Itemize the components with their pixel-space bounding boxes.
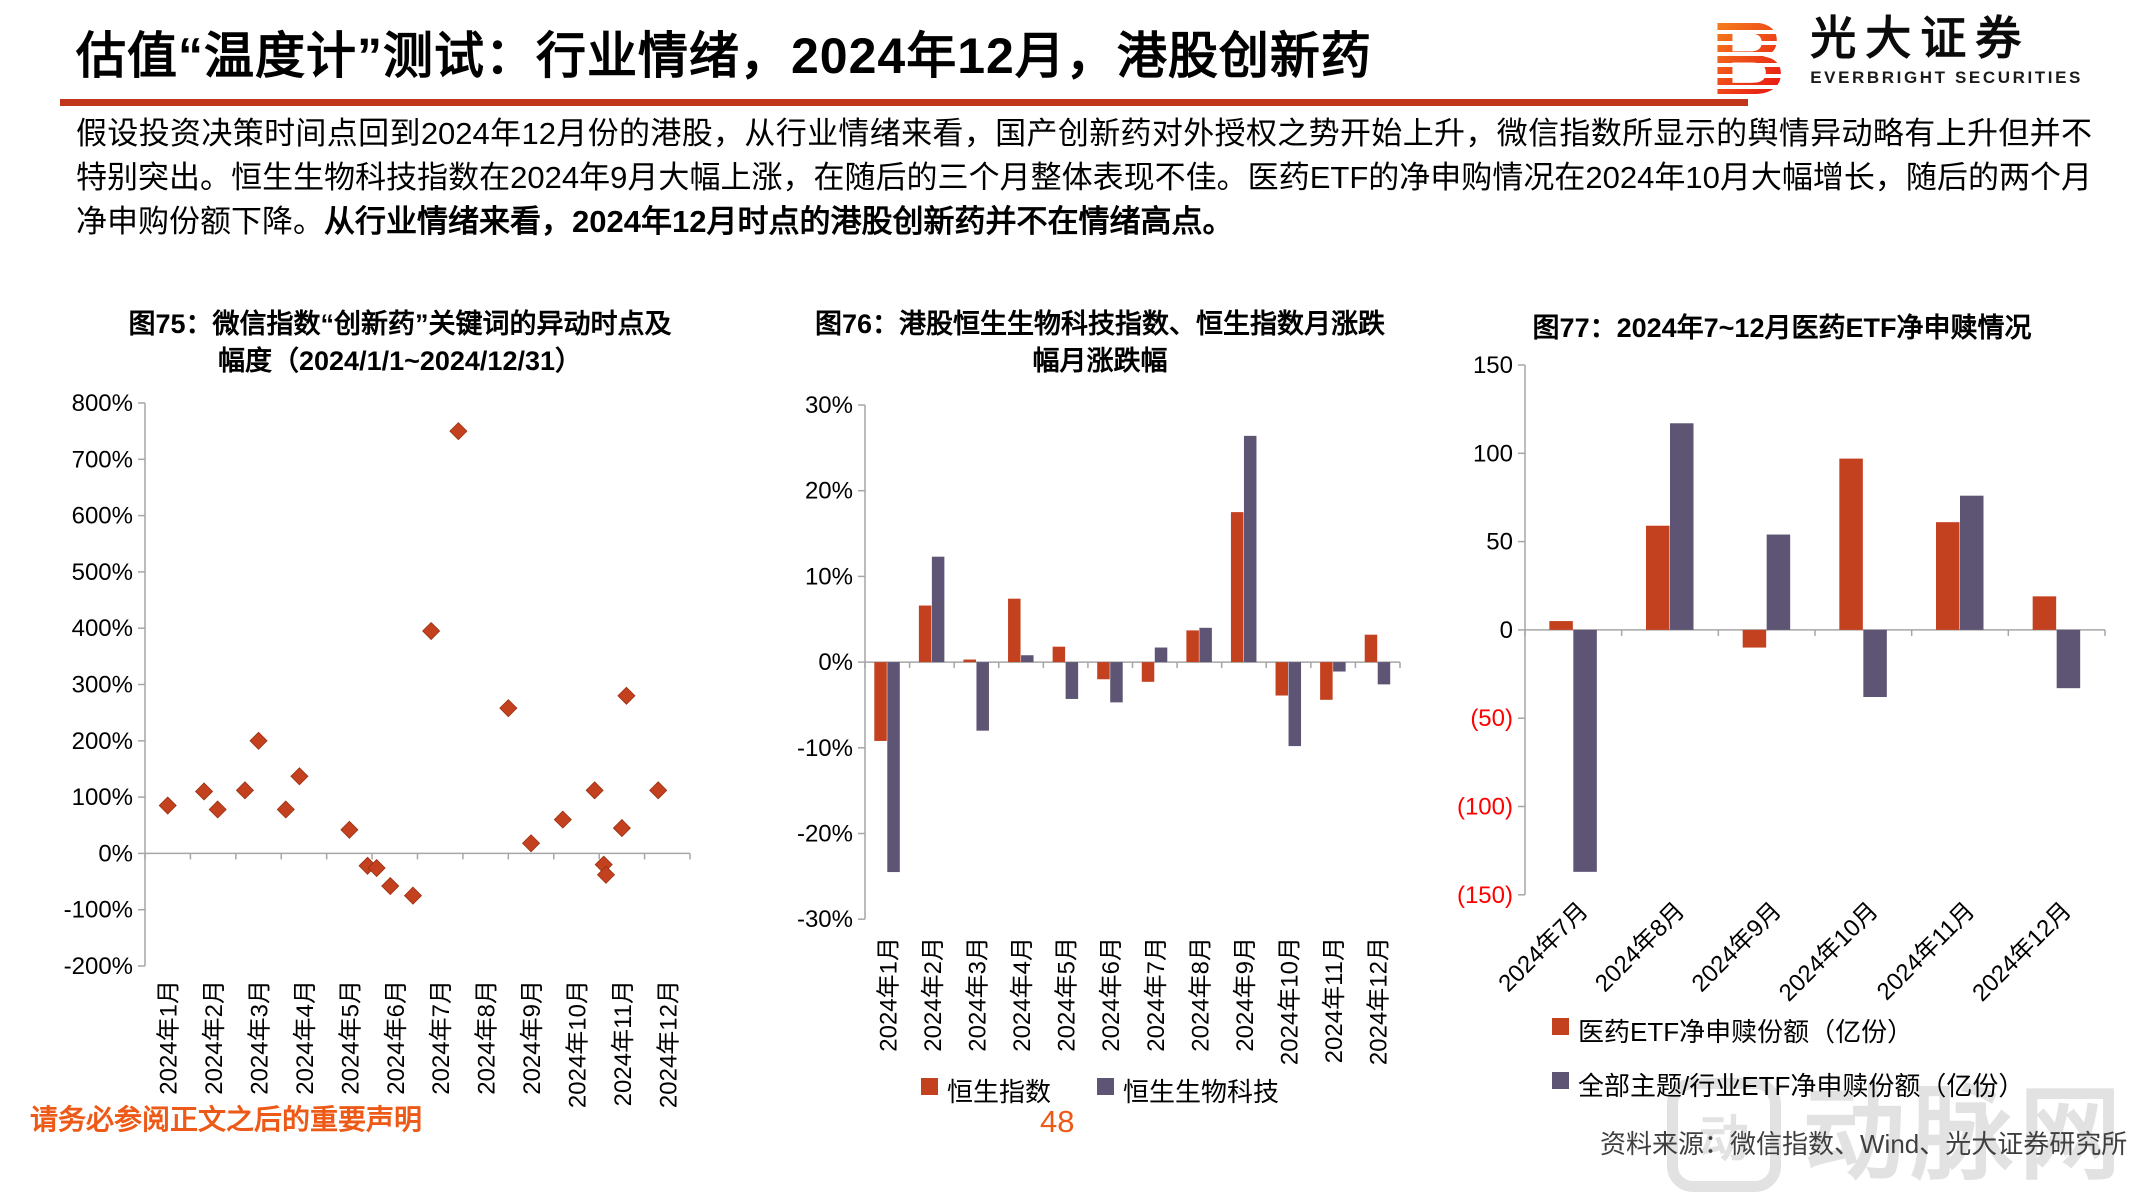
source-line: 资料来源：微信指数、Wind、光大证券研究所 — [1600, 1129, 2128, 1159]
svg-text:0%: 0% — [98, 840, 133, 867]
svg-text:2024年6月: 2024年6月 — [383, 980, 410, 1095]
svg-text:2024年9月: 2024年9月 — [1687, 897, 1787, 997]
svg-text:-30%: -30% — [797, 906, 853, 933]
header-divider — [60, 99, 1748, 106]
svg-text:2024年10月: 2024年10月 — [1774, 897, 1884, 1007]
figure-75-title: 图75：微信指数“创新药”关键词的异动时点及幅度（2024/1/1~2024/1… — [128, 309, 672, 376]
svg-text:200%: 200% — [72, 728, 133, 755]
svg-text:2024年12月: 2024年12月 — [1967, 897, 2077, 1007]
pharma-etf-swatch-icon — [1552, 1018, 1569, 1035]
svg-text:(50): (50) — [1470, 705, 1513, 732]
svg-text:2024年2月: 2024年2月 — [920, 937, 947, 1052]
footer-disclaimer: 请务必参阅正文之后的重要声明 — [30, 1104, 423, 1135]
svg-text:2024年5月: 2024年5月 — [337, 980, 364, 1095]
figure-76-hsi-biotech-bars: 图76：港股恒生生物科技指数、恒生指数月涨跌幅月涨跌幅 30% 20% 10% 0% -… — [790, 300, 1410, 1140]
svg-text:2024年7月: 2024年7月 — [428, 980, 455, 1095]
summary-text-bold: 从行业情绪来看，2024年12月时点的港股创新药并不在情绪高点。 — [324, 204, 1234, 239]
figure-76-title: 图76：港股恒生生物科技指数、恒生指数月涨跌幅月涨跌幅 — [814, 309, 1386, 376]
svg-text:50: 50 — [1486, 529, 1513, 556]
svg-text:20%: 20% — [805, 478, 853, 505]
svg-text:30%: 30% — [805, 392, 853, 419]
svg-text:500%: 500% — [72, 559, 133, 586]
summary-text: 假设投资决策时间点回到2024年12月份的港股，从行业情绪来看，国产创新药对外授… — [76, 116, 2092, 239]
figure-77-chart: 150100500(50)(100)(150)2024年7月2024年8月202… — [1457, 352, 2106, 1007]
legend-item-biotech: 恒生生物科技 — [1097, 1072, 1279, 1109]
svg-text:150: 150 — [1473, 352, 1513, 379]
svg-text:2024年11月: 2024年11月 — [610, 980, 637, 1106]
svg-text:2024年8月: 2024年8月 — [474, 980, 501, 1095]
svg-text:2024年6月: 2024年6月 — [1098, 937, 1125, 1052]
svg-text:2024年2月: 2024年2月 — [201, 980, 228, 1095]
svg-text:0: 0 — [1500, 617, 1513, 644]
svg-text:10%: 10% — [805, 563, 853, 590]
watermark-logo-icon: 动 — [1667, 1078, 1781, 1192]
watermark-text: 动脉网 — [1803, 1078, 2127, 1192]
svg-text:-20%: -20% — [797, 821, 853, 848]
legend-label: 医药ETF净申赎份额（亿份） — [1578, 1017, 1914, 1047]
svg-text:2024年9月: 2024年9月 — [1232, 937, 1259, 1052]
figure-75-wechat-index-scatter: 图75：微信指数“创新药”关键词的异动时点及幅度（2024/1/1~2024/1… — [60, 300, 740, 1140]
svg-text:400%: 400% — [72, 615, 133, 642]
figure-77-legend: 医药ETF净申赎份额（亿份） 全部主题/行业ETF净申赎份额（亿份） — [1552, 1012, 2024, 1103]
svg-text:(150): (150) — [1457, 882, 1513, 909]
legend-label: 恒生指数 — [946, 1077, 1051, 1107]
svg-text:0%: 0% — [818, 649, 853, 676]
svg-text:2024年9月: 2024年9月 — [519, 980, 546, 1095]
svg-text:100: 100 — [1473, 440, 1513, 467]
svg-text:2024年10月: 2024年10月 — [1277, 937, 1304, 1065]
svg-text:2024年11月: 2024年11月 — [1321, 937, 1348, 1063]
svg-text:800%: 800% — [72, 392, 133, 417]
legend-item-pharma-etf: 医药ETF净申赎份额（亿份） — [1552, 1012, 2024, 1049]
svg-text:2024年8月: 2024年8月 — [1187, 937, 1214, 1052]
legend-item-hsi: 恒生指数 — [920, 1072, 1051, 1109]
all-etf-swatch-icon — [1552, 1072, 1569, 1089]
svg-text:2024年1月: 2024年1月 — [875, 937, 902, 1052]
legend-label: 全部主题/行业ETF净申赎份额（亿份） — [1578, 1071, 2025, 1101]
figure-75-chart: 800% 700% 600% 500% 400% 300% 200% 100% 0% -100% -… — [64, 392, 691, 1108]
page-title: 估值“温度计”测试：行业情绪，2024年12月，港股创新药 — [76, 28, 1372, 84]
legend-item-all-etf: 全部主题/行业ETF净申赎份额（亿份） — [1552, 1066, 2024, 1103]
logo-zh: 光大证券 — [1810, 12, 2031, 64]
svg-text:2024年12月: 2024年12月 — [655, 980, 682, 1108]
everbright-b-icon: B — [1702, 12, 1795, 104]
svg-text:2024年3月: 2024年3月 — [247, 980, 274, 1095]
svg-text:600%: 600% — [72, 503, 133, 530]
svg-text:-10%: -10% — [797, 735, 853, 762]
svg-text:700%: 700% — [72, 446, 133, 473]
watermark: 动 动脉网 — [1667, 1078, 2127, 1192]
logo-en: EVERBRIGHT SECURITIES — [1810, 67, 2083, 87]
svg-text:2024年8月: 2024年8月 — [1590, 897, 1690, 997]
biotech-swatch-icon — [1097, 1078, 1114, 1095]
summary-paragraph: 假设投资决策时间点回到2024年12月份的港股，从行业情绪来看，国产创新药对外授… — [76, 112, 2092, 244]
everbright-logo: B 光大证券 EVERBRIGHT SECURITIES — [1702, 12, 2083, 104]
svg-text:2024年10月: 2024年10月 — [564, 980, 591, 1108]
legend-label: 恒生生物科技 — [1123, 1077, 1280, 1107]
svg-text:2024年1月: 2024年1月 — [156, 980, 183, 1095]
figure-77-title: 图77：2024年7~12月医药ETF净申赎情况 — [1532, 313, 2032, 343]
svg-text:2024年7月: 2024年7月 — [1143, 937, 1170, 1052]
figure-76-legend: 恒生指数 恒生生物科技 — [790, 1072, 1410, 1109]
svg-text:100%: 100% — [72, 784, 133, 811]
svg-text:-200%: -200% — [64, 953, 133, 980]
everbright-logo-text: 光大证券 EVERBRIGHT SECURITIES — [1810, 12, 2083, 88]
page-number: 48 — [1040, 1104, 1075, 1139]
svg-text:2024年4月: 2024年4月 — [1009, 937, 1036, 1052]
svg-text:2024年4月: 2024年4月 — [292, 980, 319, 1095]
svg-text:300%: 300% — [72, 672, 133, 699]
svg-text:2024年3月: 2024年3月 — [964, 937, 991, 1052]
svg-text:(100): (100) — [1457, 794, 1513, 821]
svg-text:2024年7月: 2024年7月 — [1493, 897, 1593, 997]
hsi-swatch-icon — [920, 1078, 938, 1095]
svg-text:-100%: -100% — [64, 897, 133, 924]
figure-77-etf-flows-bars: 图77：2024年7~12月医药ETF净申赎情况 150 100 50 0 (50) (1… — [1448, 300, 2116, 1140]
svg-text:2024年12月: 2024年12月 — [1366, 937, 1393, 1065]
svg-text:2024年11月: 2024年11月 — [1872, 897, 1980, 1005]
svg-text:2024年5月: 2024年5月 — [1054, 937, 1081, 1052]
figure-76-chart: 30% 20% 10% 0% -10% -20% -30% 2024年1月 2024年2月 202… — [797, 392, 1401, 1065]
